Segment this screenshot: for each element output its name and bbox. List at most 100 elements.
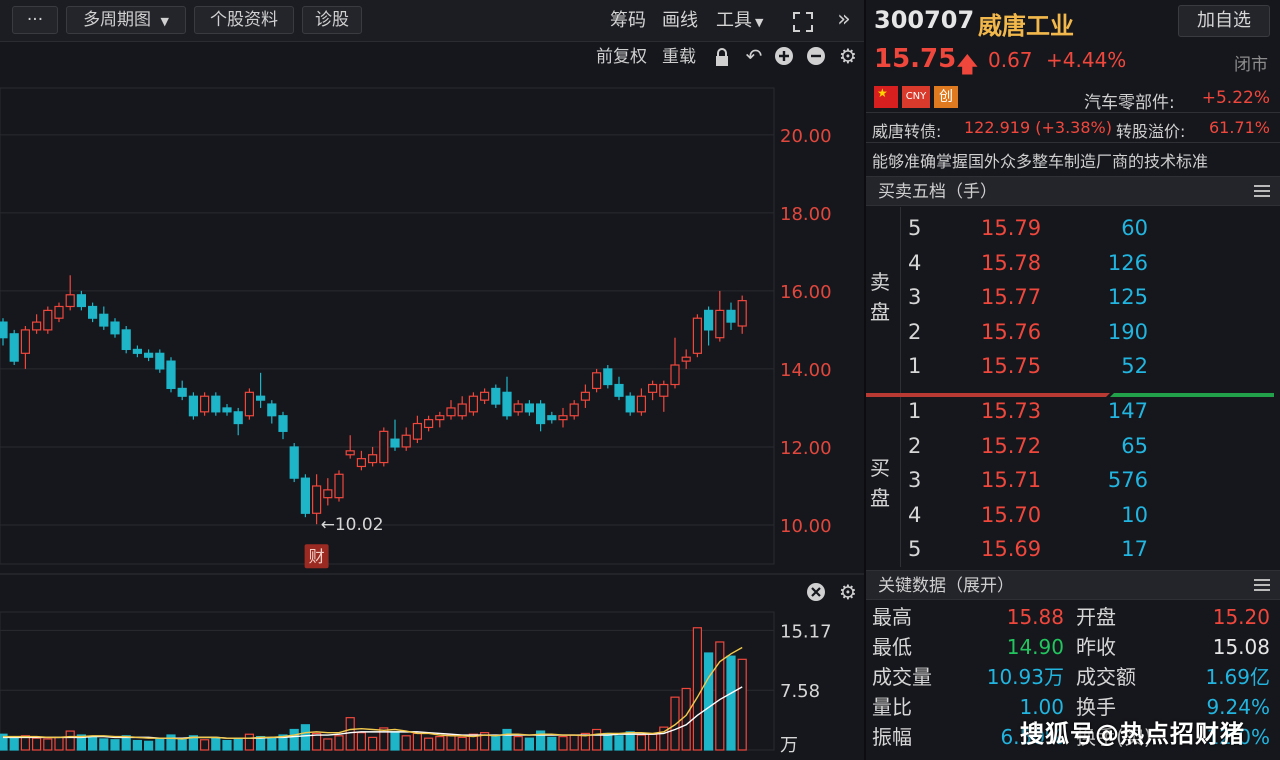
candle-body[interactable] xyxy=(569,403,579,417)
candle-body[interactable] xyxy=(233,411,243,425)
candle-body[interactable] xyxy=(636,395,647,413)
candle-body[interactable] xyxy=(267,403,277,417)
candle-body[interactable] xyxy=(457,403,467,417)
volume-bar[interactable] xyxy=(692,627,703,751)
buy-order-row[interactable]: 2 15.72 65 xyxy=(866,429,1280,463)
volume-bar[interactable] xyxy=(379,727,389,751)
double-chevron-right-icon[interactable]: » xyxy=(837,7,851,32)
volume-bar[interactable] xyxy=(480,732,490,751)
volume-bar[interactable] xyxy=(535,730,546,751)
volume-bar[interactable] xyxy=(524,737,535,751)
volume-bar[interactable] xyxy=(188,735,198,751)
diagnose-button[interactable]: 诊股 xyxy=(302,6,362,34)
volume-bar[interactable] xyxy=(0,733,8,751)
candle-body[interactable] xyxy=(659,383,669,397)
candle-body[interactable] xyxy=(535,403,546,425)
zoom-out-icon[interactable] xyxy=(806,46,826,66)
volume-bar[interactable] xyxy=(424,737,434,751)
volume-bar[interactable] xyxy=(278,734,288,751)
volume-bar[interactable] xyxy=(368,736,378,751)
candle-body[interactable] xyxy=(323,489,333,499)
sell-order-row[interactable]: 3 15.77 125 xyxy=(866,280,1280,314)
sell-order-row[interactable]: 5 15.79 60 xyxy=(866,211,1280,245)
orderbook-header[interactable]: 买卖五档（手） xyxy=(866,176,1280,206)
draw-button[interactable]: 画线 xyxy=(662,10,698,31)
candle-body[interactable] xyxy=(188,395,198,417)
sector-label[interactable]: 汽车零部件: xyxy=(1084,93,1175,113)
candle-body[interactable] xyxy=(558,415,568,421)
volume-bar[interactable] xyxy=(267,737,277,751)
undo-icon[interactable]: ↶ xyxy=(745,44,763,68)
volume-bar[interactable] xyxy=(569,734,579,751)
earnings-event-icon[interactable] xyxy=(304,544,329,569)
expand-icon[interactable] xyxy=(792,11,813,32)
volume-bar[interactable] xyxy=(300,724,310,751)
candle-body[interactable] xyxy=(614,383,624,397)
candle-body[interactable] xyxy=(300,477,310,514)
volume-bar[interactable] xyxy=(435,735,445,751)
candle-body[interactable] xyxy=(446,407,456,417)
volume-bar[interactable] xyxy=(457,736,467,751)
volume-bar[interactable] xyxy=(54,736,64,751)
candle-body[interactable] xyxy=(681,356,691,362)
volume-bar[interactable] xyxy=(737,658,747,751)
candle-body[interactable] xyxy=(211,395,221,413)
candle-body[interactable] xyxy=(177,387,187,397)
candle-body[interactable] xyxy=(132,348,142,354)
candle-body[interactable] xyxy=(480,391,490,401)
volume-bar[interactable] xyxy=(312,732,322,751)
sell-order-row[interactable]: 4 15.78 126 xyxy=(866,246,1280,280)
candle-body[interactable] xyxy=(65,294,75,308)
volume-bar[interactable] xyxy=(20,735,30,751)
volume-bar[interactable] xyxy=(43,738,53,751)
volume-bar[interactable] xyxy=(356,732,366,751)
lock-icon[interactable] xyxy=(712,47,732,67)
volume-bar[interactable] xyxy=(726,655,736,751)
candle-body[interactable] xyxy=(87,305,98,319)
volume-bar[interactable] xyxy=(670,696,680,751)
volume-bar[interactable] xyxy=(647,733,658,751)
candle-body[interactable] xyxy=(200,395,210,413)
bond-label[interactable]: 威唐转债: xyxy=(872,122,942,141)
volume-bar[interactable] xyxy=(345,717,355,751)
volume-bar[interactable] xyxy=(390,731,400,751)
candle-body[interactable] xyxy=(289,446,299,479)
candle-body[interactable] xyxy=(715,309,725,339)
volume-bar[interactable] xyxy=(703,652,714,751)
settings-gear-icon[interactable]: ⚙ xyxy=(839,44,857,68)
volume-bar[interactable] xyxy=(591,728,602,751)
candle-body[interactable] xyxy=(54,305,64,319)
add-watchlist-button[interactable]: 加自选 xyxy=(1178,5,1270,37)
candle-body[interactable] xyxy=(412,422,422,440)
volume-bar[interactable] xyxy=(625,731,635,751)
volume-bar[interactable] xyxy=(715,641,725,751)
zoom-in-icon[interactable] xyxy=(774,46,794,66)
volume-bar[interactable] xyxy=(513,735,523,751)
volume-bar[interactable] xyxy=(289,728,299,751)
buy-order-row[interactable]: 3 15.71 576 xyxy=(866,463,1280,497)
volume-bar[interactable] xyxy=(256,735,266,751)
candle-body[interactable] xyxy=(110,321,120,335)
close-indicator-icon[interactable] xyxy=(806,582,826,602)
volume-bar[interactable] xyxy=(99,738,109,751)
candle-body[interactable] xyxy=(20,329,30,354)
candle-body[interactable] xyxy=(166,360,176,390)
volume-bar[interactable] xyxy=(166,734,176,751)
candle-body[interactable] xyxy=(121,329,131,351)
candle-body[interactable] xyxy=(513,403,523,413)
candle-body[interactable] xyxy=(502,391,512,417)
candle-body[interactable] xyxy=(524,403,535,413)
volume-bar[interactable] xyxy=(121,735,131,751)
volume-bar[interactable] xyxy=(222,739,232,751)
sell-order-row[interactable]: 2 15.76 190 xyxy=(866,315,1280,349)
buy-order-row[interactable]: 5 15.69 17 xyxy=(866,532,1280,566)
chips-button[interactable]: 筹码 xyxy=(610,10,646,31)
volume-bar[interactable] xyxy=(334,735,344,751)
menu-icon[interactable] xyxy=(1254,185,1270,197)
volume-bar[interactable] xyxy=(412,732,422,751)
candle-body[interactable] xyxy=(43,309,53,331)
candle-body[interactable] xyxy=(591,372,602,390)
more-button[interactable]: ··· xyxy=(12,6,58,34)
candle-body[interactable] xyxy=(256,395,266,401)
volume-bar[interactable] xyxy=(401,735,411,751)
